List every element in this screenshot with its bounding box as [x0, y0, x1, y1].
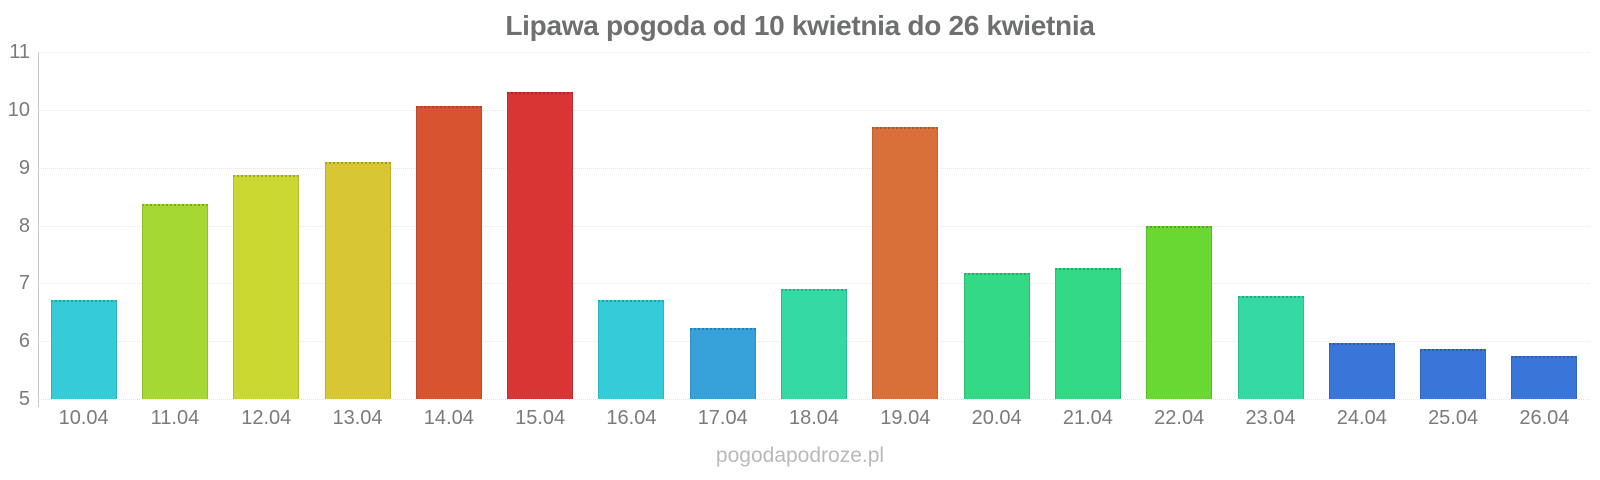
- y-tick-label: 9: [18, 156, 30, 179]
- y-tick-label: 10: [7, 98, 30, 121]
- bar-slot: [1134, 52, 1225, 399]
- bar-slot: [403, 52, 494, 399]
- x-tick-label: 15.04: [515, 407, 566, 429]
- x-tick-label: 24.04: [1336, 407, 1387, 429]
- temperature-bar[interactable]: [324, 161, 391, 399]
- y-axis-line: [38, 52, 39, 407]
- gridline: [38, 167, 1590, 169]
- bars-container: [38, 52, 1590, 399]
- x-tick-label: 12.04: [241, 407, 292, 429]
- x-tick-label: 11.04: [150, 407, 200, 429]
- bar-slot: [221, 52, 312, 399]
- bar-slot: [1316, 52, 1407, 399]
- gridline: [38, 52, 1590, 53]
- bar-slot: [129, 52, 220, 399]
- x-axis-labels: 10.04 11.04 12.04 13.04 14.04 15.04 16.04 17.04…: [38, 406, 1590, 430]
- bar-slot: [1225, 52, 1316, 399]
- y-tick-label: 5: [18, 388, 30, 410]
- temperature-bar[interactable]: [141, 203, 208, 399]
- x-tick-label: 18.04: [788, 407, 840, 429]
- y-tick-label: 7: [18, 272, 30, 295]
- x-tick-label: 16.04: [606, 407, 657, 429]
- temperature-bar[interactable]: [689, 327, 756, 399]
- bar-slot: [1042, 52, 1133, 399]
- x-tick-label: 13.04: [332, 407, 383, 429]
- x-tick-label: 25.04: [1428, 407, 1479, 429]
- x-tick-label: 21.04: [1062, 407, 1113, 429]
- bar-slot: [38, 52, 129, 399]
- temperature-bar[interactable]: [1420, 348, 1487, 399]
- x-tick-label: 17.04: [697, 407, 748, 429]
- bar-slot: [312, 52, 403, 399]
- bar-slot: [494, 52, 585, 399]
- plot-area: [38, 52, 1590, 400]
- temperature-bar[interactable]: [1237, 296, 1304, 399]
- y-tick-label: 8: [18, 214, 30, 237]
- temperature-bar[interactable]: [1511, 356, 1578, 399]
- temperature-bar[interactable]: [872, 127, 939, 399]
- temperature-bar[interactable]: [50, 299, 117, 399]
- x-tick-label: 23.04: [1245, 407, 1296, 429]
- temperature-bar[interactable]: [1054, 267, 1121, 399]
- y-axis-labels: 11 10 9 8 7 6 5: [0, 42, 30, 409]
- gridline: [38, 225, 1590, 227]
- temperature-bar[interactable]: [598, 300, 665, 399]
- bar-slot: [586, 52, 677, 399]
- bar-slot: [1499, 52, 1590, 399]
- y-tick-label: 6: [18, 330, 30, 353]
- gridline: [38, 399, 1590, 400]
- x-tick-label: 22.04: [1154, 407, 1205, 429]
- gridline: [38, 283, 1590, 285]
- bar-slot: [951, 52, 1042, 399]
- bar-slot: [677, 52, 768, 399]
- gridline: [38, 109, 1590, 111]
- temperature-bar[interactable]: [1328, 343, 1395, 399]
- bar-slot: [768, 52, 859, 399]
- bar-slot: [1407, 52, 1498, 399]
- x-tick-label: 14.04: [423, 407, 474, 429]
- watermark: pogodapodroze.pl: [715, 444, 885, 467]
- x-tick-label: 26.04: [1519, 407, 1570, 429]
- bar-slot: [860, 52, 951, 399]
- y-tick-label: 11: [9, 41, 30, 63]
- temperature-bar[interactable]: [233, 175, 300, 399]
- x-tick-label: 20.04: [971, 407, 1022, 429]
- temperature-bar[interactable]: [415, 105, 482, 399]
- x-tick-label: 10.04: [58, 407, 109, 429]
- temperature-bar[interactable]: [963, 272, 1030, 399]
- temperature-bar[interactable]: [1146, 225, 1213, 399]
- chart-title: Lipawa pogoda od 10 kwietnia do 26 kwiet…: [505, 10, 1095, 41]
- temperature-bar[interactable]: [507, 92, 574, 399]
- x-tick-label: 19.04: [880, 407, 931, 429]
- temperature-bar[interactable]: [781, 289, 848, 399]
